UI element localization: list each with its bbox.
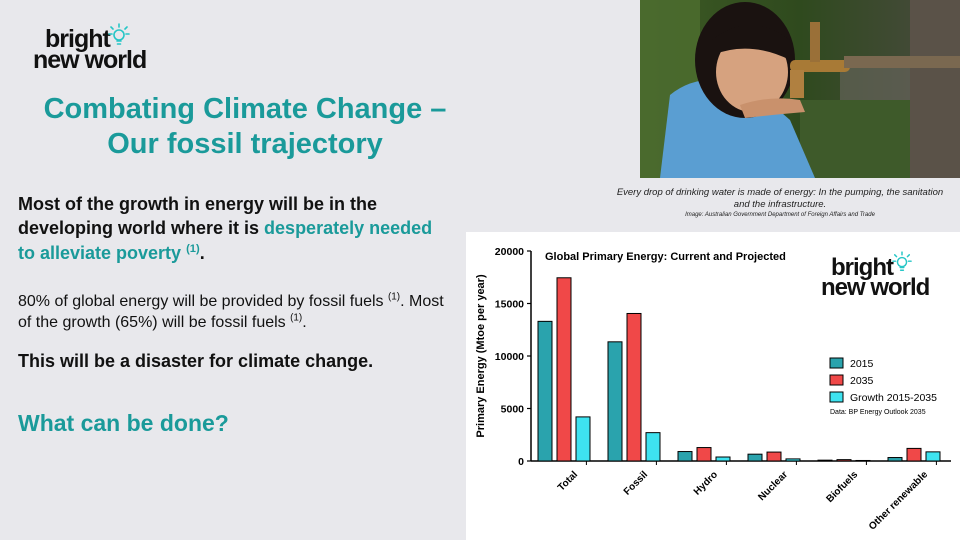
chart-lightbulb-icon bbox=[892, 251, 912, 271]
legend-swatch-2015 bbox=[829, 357, 844, 369]
bar-total-2035 bbox=[556, 277, 572, 462]
bar-other-renewable-2035 bbox=[906, 447, 922, 462]
caption-text: Every drop of drinking water is made of … bbox=[616, 187, 944, 211]
chart-logo: bright new world bbox=[821, 251, 930, 301]
bar-fossil-2015 bbox=[607, 341, 623, 462]
bar-other-renewable-growth-2015-2035 bbox=[925, 451, 941, 462]
y-axis-label: Primary Energy (Mtoe per year) bbox=[475, 274, 487, 438]
y-tick-label: 10000 bbox=[495, 351, 524, 363]
energy-bar-chart: 0 5000 10000 15000 20000 Primary Energy (Mtoe… bbox=[475, 246, 951, 533]
bar-nuclear-growth-2015-2035 bbox=[785, 458, 801, 462]
chart-data-note: Data: BP Energy Outlook 2035 bbox=[830, 409, 926, 416]
lightbulb-icon bbox=[108, 23, 130, 45]
paragraph-question: What can be done? bbox=[18, 410, 229, 436]
photo-girl-drinking-tap-water bbox=[640, 0, 960, 178]
paragraph-disaster: This will be a disaster for climate chan… bbox=[18, 351, 374, 371]
paragraph-fossil-share: 80% of global energy will be provided by… bbox=[18, 292, 454, 334]
x-tick-label-biofuels: Biofuels bbox=[824, 469, 860, 505]
legend-swatch-growth-2015-2035 bbox=[829, 391, 844, 403]
chart-logo-line2: new world bbox=[821, 273, 930, 301]
bar-nuclear-2035 bbox=[766, 451, 782, 462]
growth-highlight: desperately needed to alleviate poverty … bbox=[18, 218, 432, 262]
bar-fossil-growth-2015-2035 bbox=[645, 432, 661, 462]
bar-other-renewable-2015 bbox=[887, 457, 903, 462]
bar-biofuels-growth-2015-2035 bbox=[855, 459, 871, 462]
x-tick-label-fossil: Fossil bbox=[622, 469, 650, 497]
title-line1: Combating Climate Change – bbox=[43, 93, 447, 125]
brand-logo: bright new world bbox=[33, 23, 147, 74]
bar-nuclear-2015 bbox=[747, 453, 763, 462]
growth-text: Most of the growth in energy will be in … bbox=[18, 194, 378, 239]
bar-total-growth-2015-2035 bbox=[575, 416, 591, 462]
growth-highlight-text: desperately needed to alleviate poverty bbox=[18, 218, 433, 263]
legend-label-2035: 2035 bbox=[850, 375, 874, 387]
fossil-share-text3: . bbox=[302, 313, 307, 331]
y-tick-label: 20000 bbox=[495, 246, 524, 258]
bar-biofuels-2015 bbox=[817, 459, 833, 462]
legend-label-growth-2015-2035: Growth 2015-2035 bbox=[850, 392, 937, 404]
bar-biofuels-2035 bbox=[836, 459, 852, 462]
logo-line2: new world bbox=[33, 45, 147, 74]
photo-caption: Every drop of drinking water is made of … bbox=[612, 187, 948, 220]
fossil-share-text2: . Most of the growth (65%) will be fossi… bbox=[18, 293, 444, 331]
y-tick-label: 5000 bbox=[501, 404, 525, 416]
title-line2: Our fossil trajectory bbox=[107, 128, 383, 161]
fossil-share-ref1: (1) bbox=[387, 291, 401, 303]
y-tick-label: 0 bbox=[518, 456, 524, 468]
growth-end: . bbox=[199, 242, 205, 263]
bar-fossil-2035 bbox=[626, 312, 642, 462]
x-tick-label-total: Total bbox=[556, 469, 580, 493]
bar-hydro-2015 bbox=[677, 451, 693, 462]
paragraph-growth: Most of the growth in energy will be in … bbox=[18, 192, 454, 265]
x-tick-label-hydro: Hydro bbox=[692, 469, 720, 497]
slide-title: Combating Climate Change – Our fossil tr… bbox=[10, 92, 480, 163]
chart-title: Global Primary Energy: Current and Proje… bbox=[545, 251, 786, 263]
bar-total-2015 bbox=[537, 320, 553, 462]
caption-credit: Image: Australian Government Department … bbox=[685, 212, 875, 219]
x-tick-label-nuclear: Nuclear bbox=[756, 469, 790, 503]
x-tick-label-other-renewable: Other renewable bbox=[867, 469, 930, 532]
fossil-share-ref2: (1) bbox=[290, 312, 303, 324]
legend-label-2015: 2015 bbox=[850, 358, 874, 370]
chart-logo-line1: bright bbox=[831, 254, 894, 281]
bar-hydro-2035 bbox=[696, 447, 712, 462]
y-tick-label: 15000 bbox=[495, 299, 524, 311]
fossil-share-text1: 80% of global energy will be provided by… bbox=[18, 293, 388, 310]
legend-swatch-2035 bbox=[829, 374, 844, 386]
logo-line1: bright bbox=[45, 25, 111, 53]
bar-hydro-growth-2015-2035 bbox=[715, 456, 731, 462]
growth-ref: (1) bbox=[186, 242, 200, 255]
